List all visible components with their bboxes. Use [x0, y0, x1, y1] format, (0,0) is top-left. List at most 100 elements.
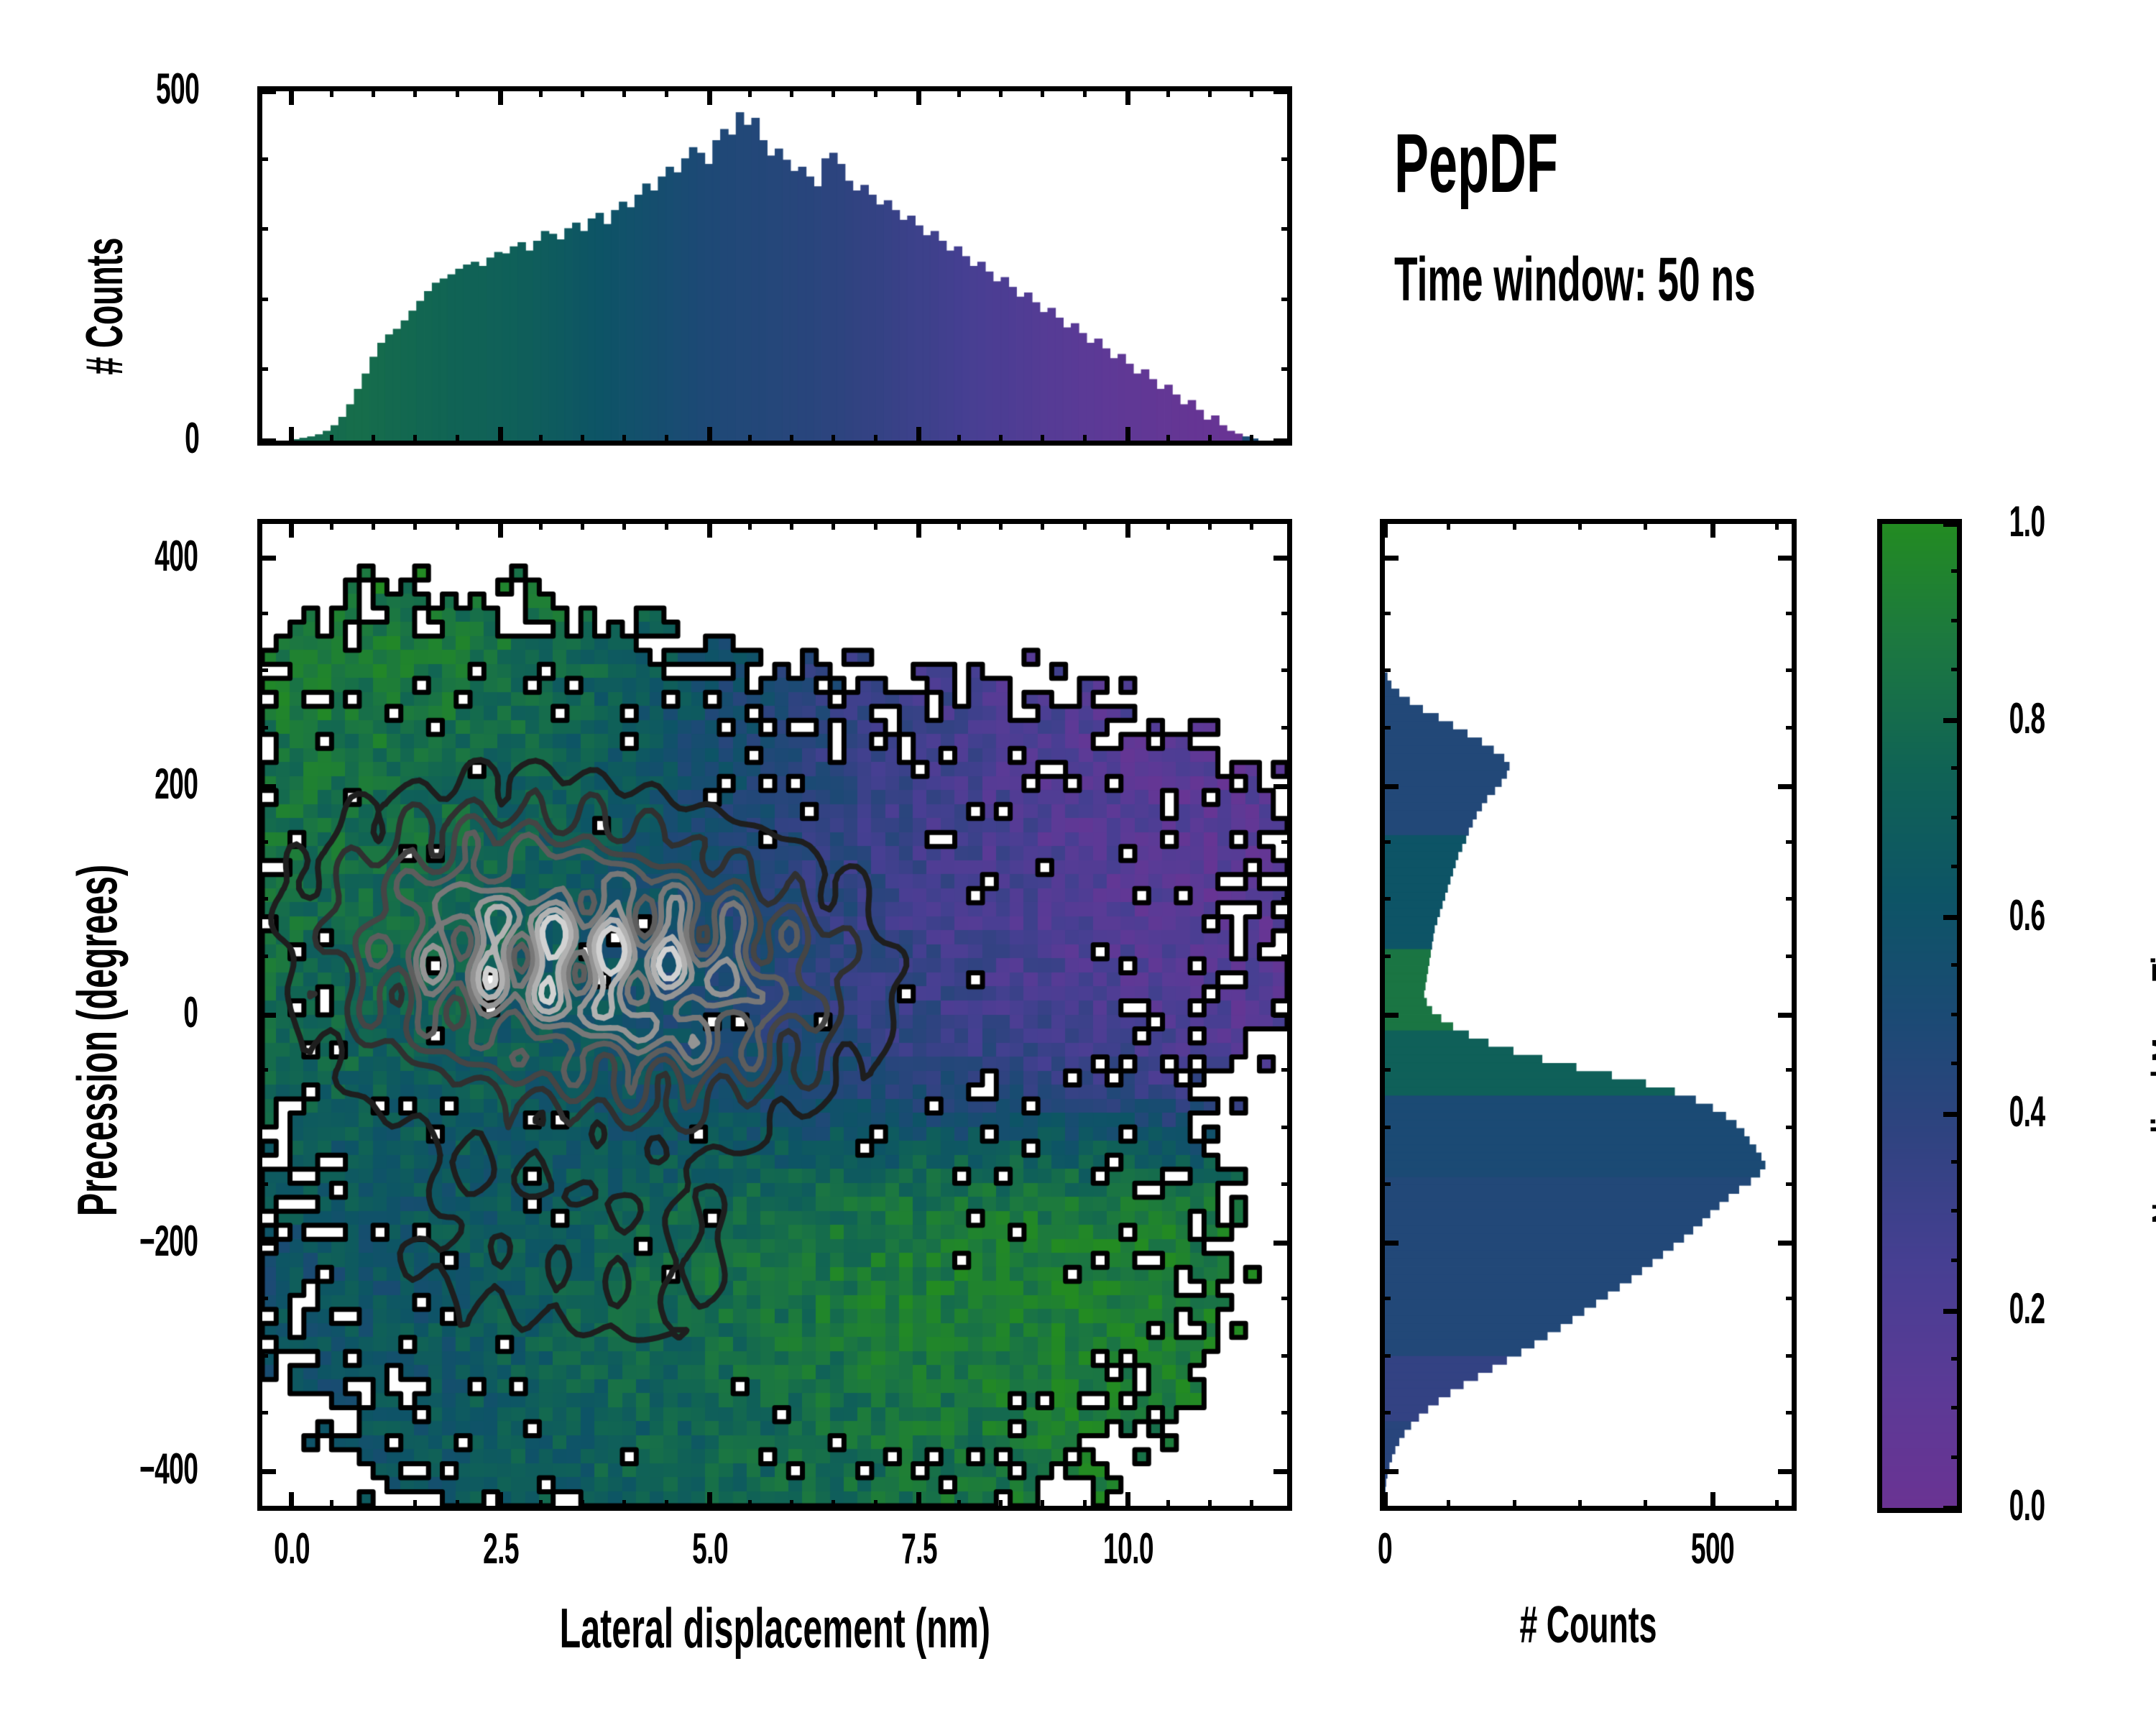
- axis-tick: [413, 519, 418, 530]
- axis-tick: [664, 519, 668, 530]
- axis-tick: [1281, 954, 1292, 958]
- axis-tick: [257, 668, 268, 673]
- axis-tick: [1380, 556, 1399, 561]
- axis-tick: [1786, 668, 1797, 673]
- axis-tick: [1951, 1455, 1962, 1459]
- axis-tick: [455, 1500, 459, 1511]
- axis-tick: [999, 519, 1003, 530]
- axis-tick: [999, 435, 1003, 446]
- axis-tick: [289, 86, 295, 105]
- axis-tick: [1512, 1500, 1516, 1511]
- axis-tick: [257, 725, 268, 730]
- axis-tick: [1778, 1012, 1797, 1018]
- axis-tick: [257, 297, 268, 301]
- axis-tick: [831, 435, 836, 446]
- axis-tick: [1082, 519, 1087, 530]
- axis-tick: [498, 1492, 504, 1511]
- axis-tick: [257, 227, 268, 231]
- axis-tick: [957, 86, 961, 97]
- axis-tick: [1281, 725, 1292, 730]
- axis-tick: [1577, 1500, 1582, 1511]
- axis-tick: [581, 86, 585, 97]
- axis-tick: [664, 86, 668, 97]
- axis-tick: [1943, 915, 1962, 921]
- axis-tick: [1943, 1308, 1962, 1314]
- axis-tick: [1943, 718, 1962, 724]
- axis-tick: [1786, 725, 1797, 730]
- axis-tick: [1281, 227, 1292, 231]
- axis-tick: [1082, 435, 1087, 446]
- axis-tick: [1208, 435, 1212, 446]
- axis-tick: [1281, 668, 1292, 673]
- axis-tick: [329, 519, 333, 530]
- axis-tick: [1166, 519, 1171, 530]
- axis-tick: [1943, 521, 1962, 527]
- axis-tick: [413, 435, 418, 446]
- axis-tick: [257, 438, 276, 443]
- top-ytick-label-0: 0: [185, 414, 200, 462]
- axis-tick: [257, 157, 268, 162]
- axis-tick: [1786, 840, 1797, 844]
- right-xtick-label-0: 0: [1377, 1524, 1393, 1573]
- axis-tick: [831, 519, 836, 530]
- axis-tick: [257, 1125, 268, 1129]
- axis-tick: [455, 86, 459, 97]
- axis-tick: [747, 519, 752, 530]
- axis-tick: [257, 1297, 268, 1301]
- axis-tick: [999, 1500, 1003, 1511]
- axis-tick: [873, 519, 877, 530]
- axis-tick: [1273, 1012, 1292, 1018]
- axis-tick: [747, 86, 752, 97]
- axis-tick: [1786, 1410, 1797, 1414]
- axis-tick: [707, 1492, 713, 1511]
- axis-tick: [1786, 1068, 1797, 1072]
- axis-tick: [538, 1500, 543, 1511]
- axis-tick: [1786, 1297, 1797, 1301]
- axis-tick: [1380, 1182, 1391, 1187]
- top-marginal-histogram-panel: [257, 86, 1292, 446]
- axis-tick: [1380, 954, 1391, 958]
- axis-tick: [1250, 1500, 1254, 1511]
- axis-tick: [790, 86, 794, 97]
- axis-tick: [257, 1468, 276, 1474]
- axis-tick: [413, 1500, 418, 1511]
- axis-tick: [873, 86, 877, 97]
- axis-tick: [1082, 86, 1087, 97]
- right-xtick-label-500: 500: [1691, 1524, 1735, 1573]
- right-histogram-plot: [1385, 524, 1792, 1506]
- axis-tick: [1774, 519, 1779, 530]
- axis-tick: [1166, 86, 1171, 97]
- axis-tick: [289, 1492, 295, 1511]
- colorbar-tick-label: 1.0: [2009, 497, 2045, 546]
- main-ytick-label: 0: [183, 988, 198, 1036]
- figure-subtitle: Time window: 50 ns: [1394, 245, 1756, 314]
- axis-tick: [1710, 1492, 1715, 1511]
- axis-tick: [1250, 86, 1254, 97]
- axis-tick: [1644, 519, 1648, 530]
- axis-tick: [1951, 815, 1962, 819]
- axis-tick: [1281, 297, 1292, 301]
- colorbar-tick-label: 0.4: [2009, 1087, 2045, 1136]
- axis-tick: [257, 783, 276, 789]
- axis-tick: [1208, 519, 1212, 530]
- axis-tick: [1778, 556, 1797, 561]
- axis-tick: [1208, 1500, 1212, 1511]
- axis-tick: [1786, 1182, 1797, 1187]
- axis-tick: [257, 1068, 268, 1072]
- axis-tick: [289, 427, 295, 446]
- axis-tick: [1951, 1061, 1962, 1065]
- axis-tick: [581, 1500, 585, 1511]
- axis-tick: [916, 519, 922, 538]
- main-ytick-label: −400: [139, 1445, 198, 1494]
- main-ytick-label: 400: [155, 531, 198, 580]
- axis-tick: [1382, 519, 1388, 538]
- axis-tick: [1281, 612, 1292, 616]
- axis-tick: [873, 435, 877, 446]
- main-heatmap-panel: [257, 519, 1292, 1511]
- axis-tick: [1380, 1012, 1399, 1018]
- axis-tick: [1951, 618, 1962, 622]
- axis-tick: [1125, 86, 1131, 105]
- axis-tick: [1951, 963, 1962, 967]
- axis-tick: [831, 86, 836, 97]
- axis-tick: [1380, 1410, 1391, 1414]
